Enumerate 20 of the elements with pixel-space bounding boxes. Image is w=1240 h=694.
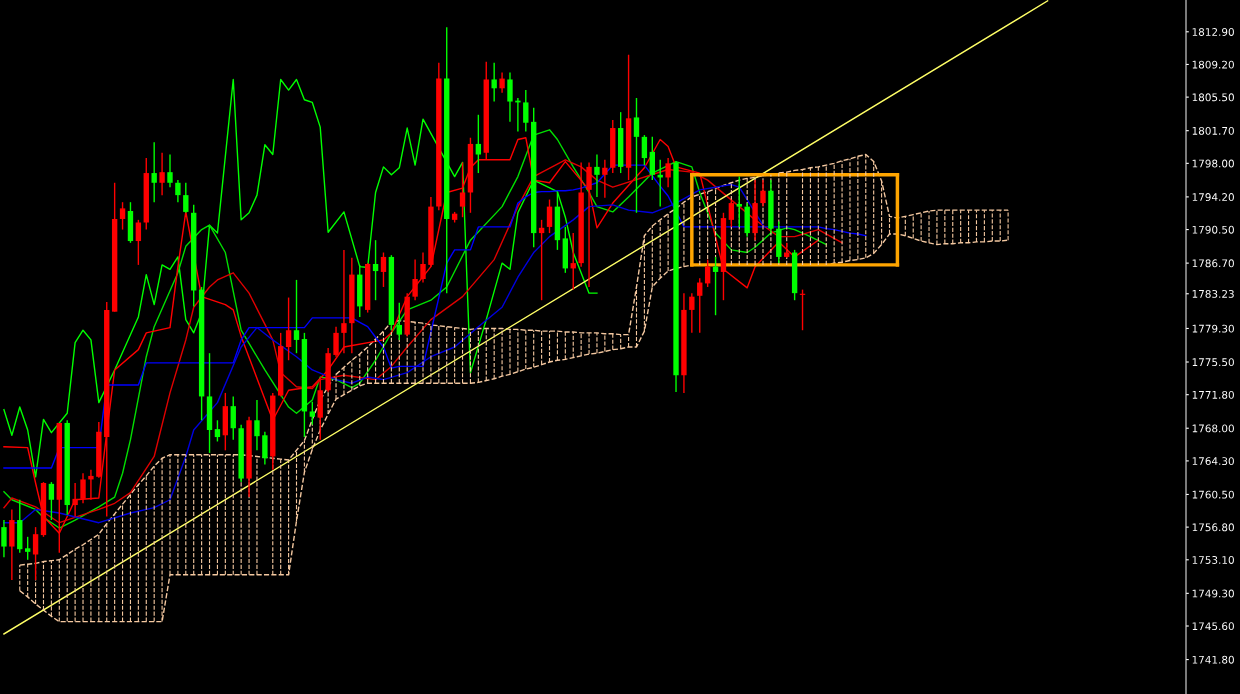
y-tick-label: 1760.50 bbox=[1192, 490, 1234, 499]
y-tick-label: 1753.10 bbox=[1192, 556, 1234, 564]
y-tick-label: 1805.50 bbox=[1192, 93, 1234, 102]
y-tick-label: 1741.80 bbox=[1192, 655, 1234, 664]
y-tick-label: 1779.30 bbox=[1192, 324, 1234, 333]
y-tick-label: 1794.20 bbox=[1192, 193, 1234, 201]
y-tick-label: 1749.30 bbox=[1192, 589, 1234, 598]
y-tick-label: 1768.00 bbox=[1192, 424, 1234, 433]
y-tick-label: 1812.90 bbox=[1192, 28, 1234, 36]
y-tick-label: 1801.70 bbox=[1192, 126, 1234, 135]
y-tick-label: 1745.60 bbox=[1192, 622, 1234, 631]
y-tick-label: 1783.23 bbox=[1192, 289, 1234, 298]
y-tick-label: 1798.00 bbox=[1192, 159, 1234, 168]
y-tick-label: 1775.50 bbox=[1192, 358, 1234, 367]
y-tick-label: 1809.20 bbox=[1192, 60, 1234, 69]
y-tick-label: 1771.80 bbox=[1192, 390, 1234, 399]
y-tick-label: 1786.70 bbox=[1192, 259, 1234, 268]
y-tick-label: 1790.50 bbox=[1192, 225, 1234, 234]
y-tick-label: 1756.80 bbox=[1192, 523, 1234, 532]
y-tick-label: 1764.30 bbox=[1192, 457, 1234, 466]
